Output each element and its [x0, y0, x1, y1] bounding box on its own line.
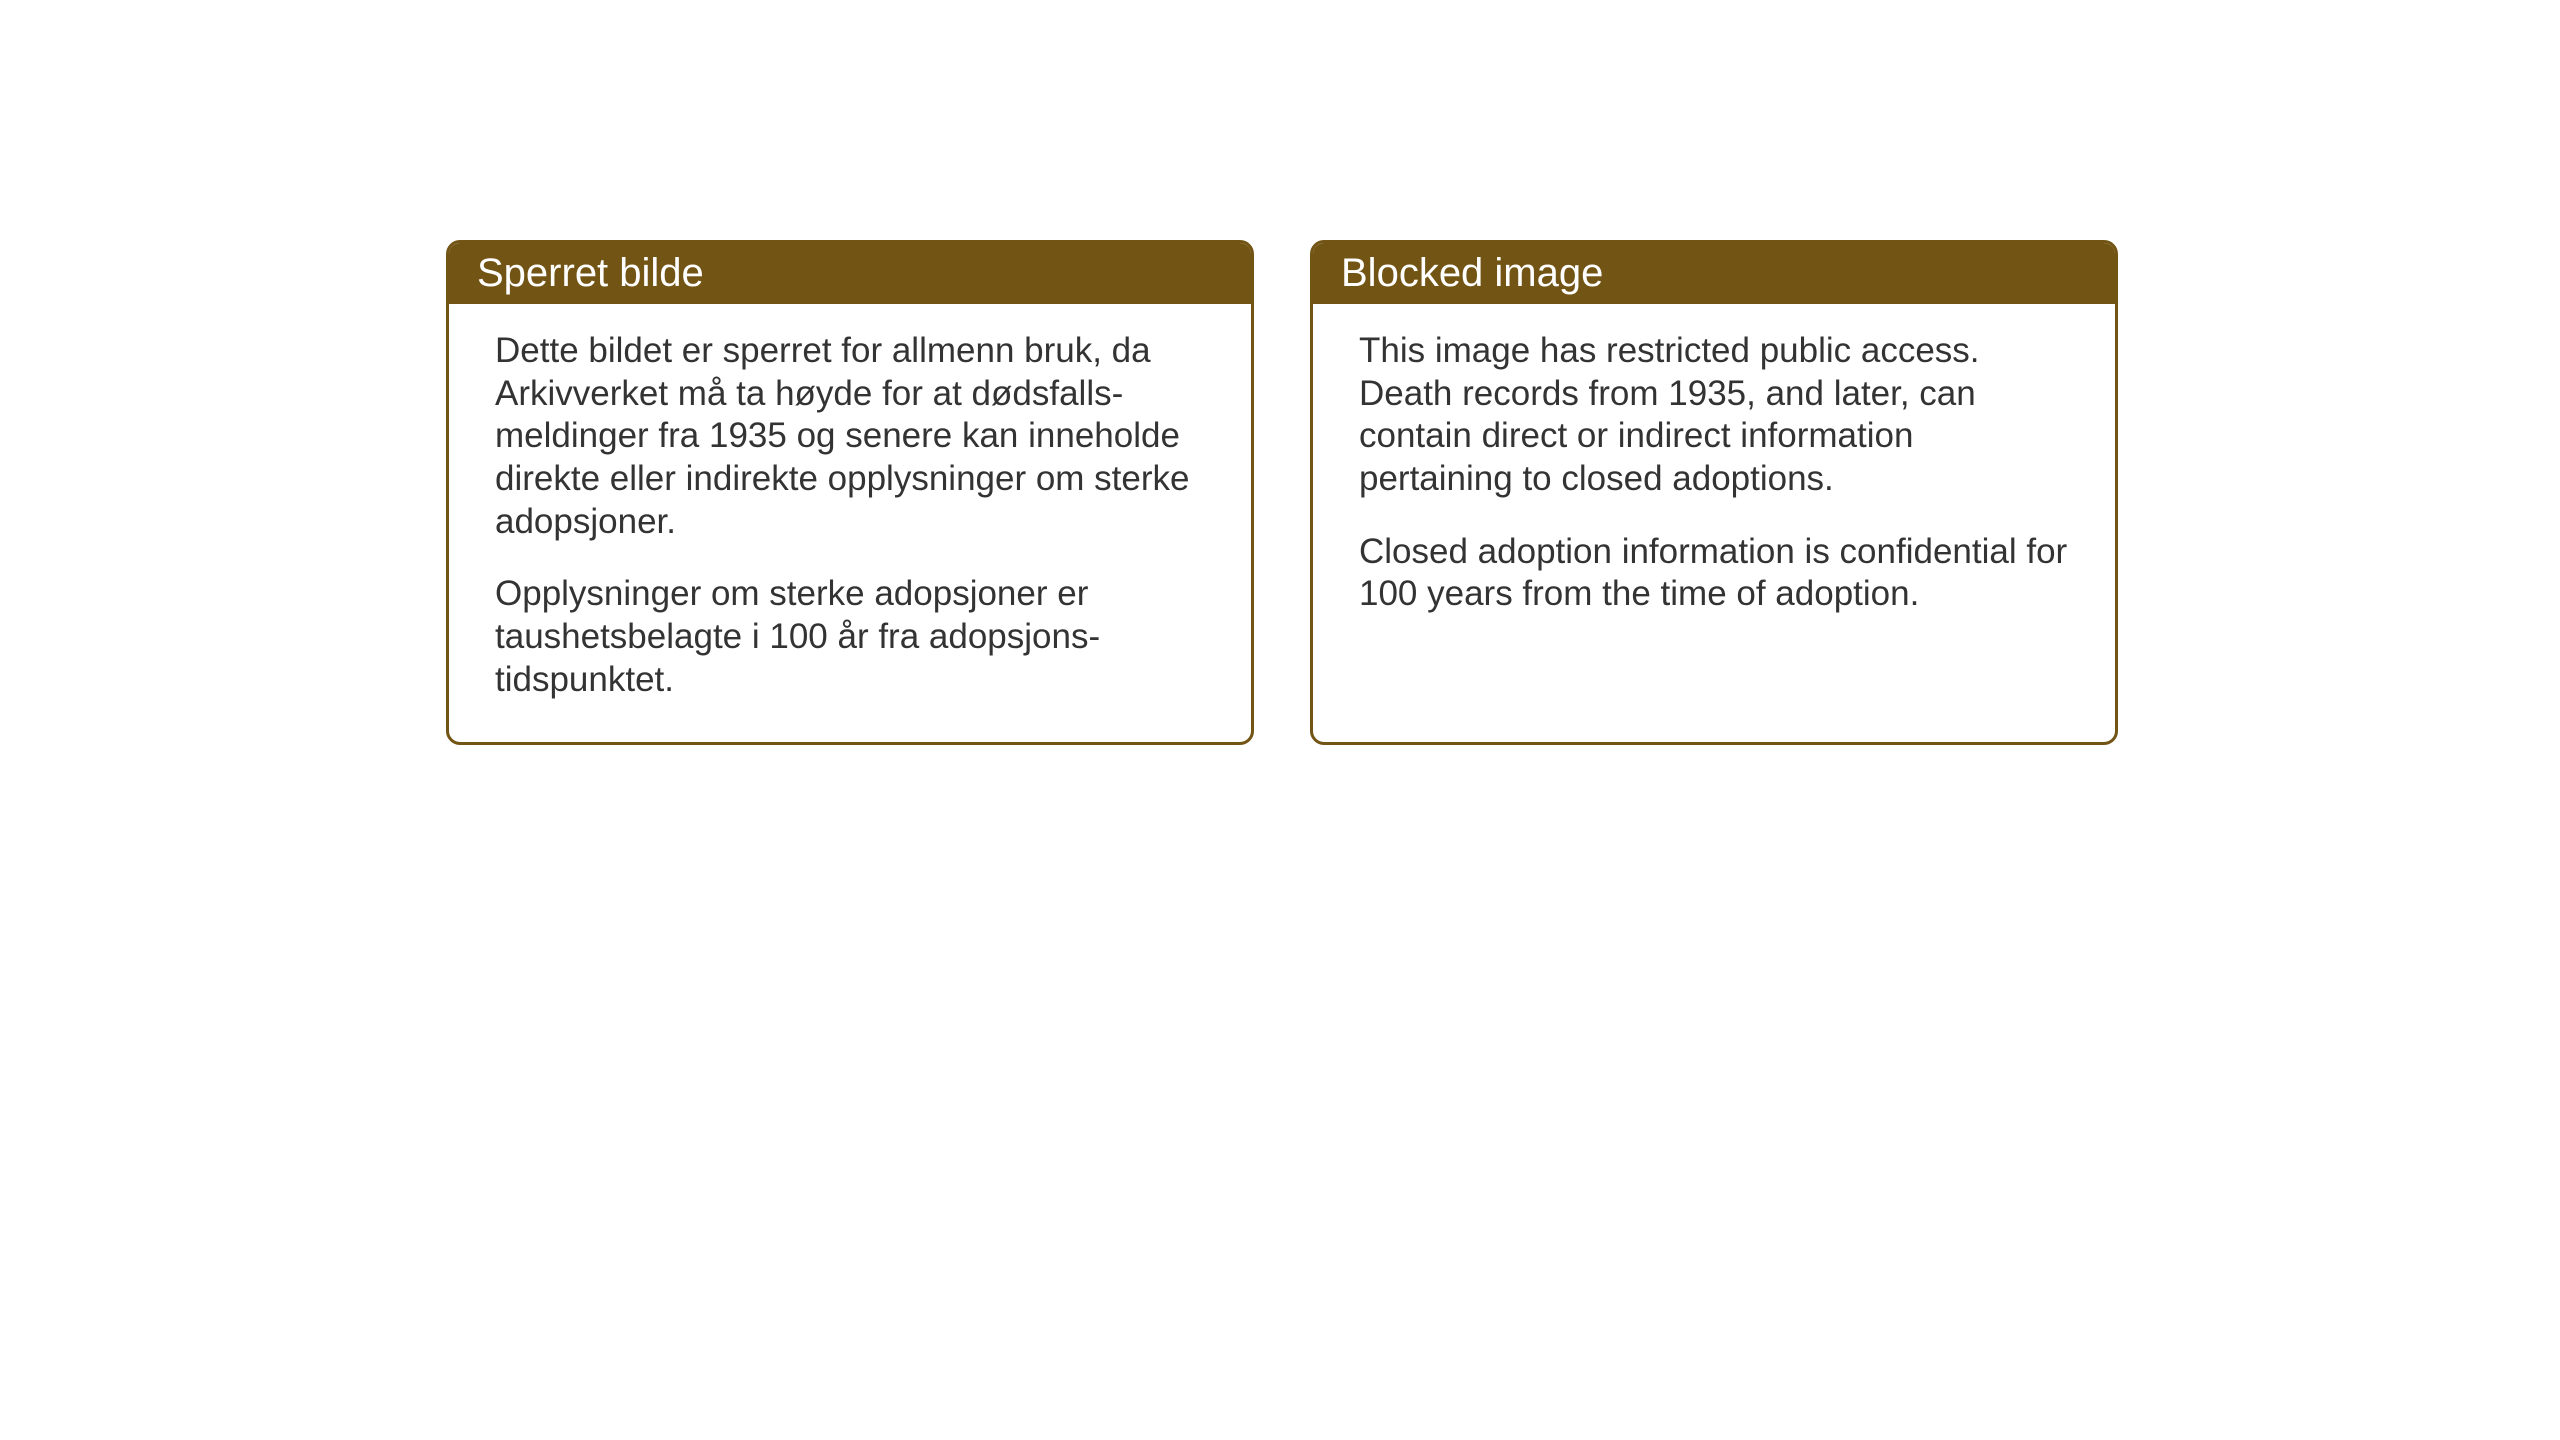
paragraph-2-norwegian: Opplysninger om sterke adopsjoner er tau… [495, 573, 1205, 701]
cards-container: Sperret bilde Dette bildet er sperret fo… [446, 240, 2118, 745]
paragraph-2-english: Closed adoption information is confident… [1359, 531, 2069, 616]
card-header-norwegian: Sperret bilde [449, 243, 1251, 304]
card-english: Blocked image This image has restricted … [1310, 240, 2118, 745]
card-body-norwegian: Dette bildet er sperret for allmenn bruk… [449, 304, 1251, 742]
card-body-english: This image has restricted public access.… [1313, 304, 2115, 656]
paragraph-1-english: This image has restricted public access.… [1359, 330, 2069, 501]
card-header-english: Blocked image [1313, 243, 2115, 304]
card-norwegian: Sperret bilde Dette bildet er sperret fo… [446, 240, 1254, 745]
paragraph-1-norwegian: Dette bildet er sperret for allmenn bruk… [495, 330, 1205, 543]
